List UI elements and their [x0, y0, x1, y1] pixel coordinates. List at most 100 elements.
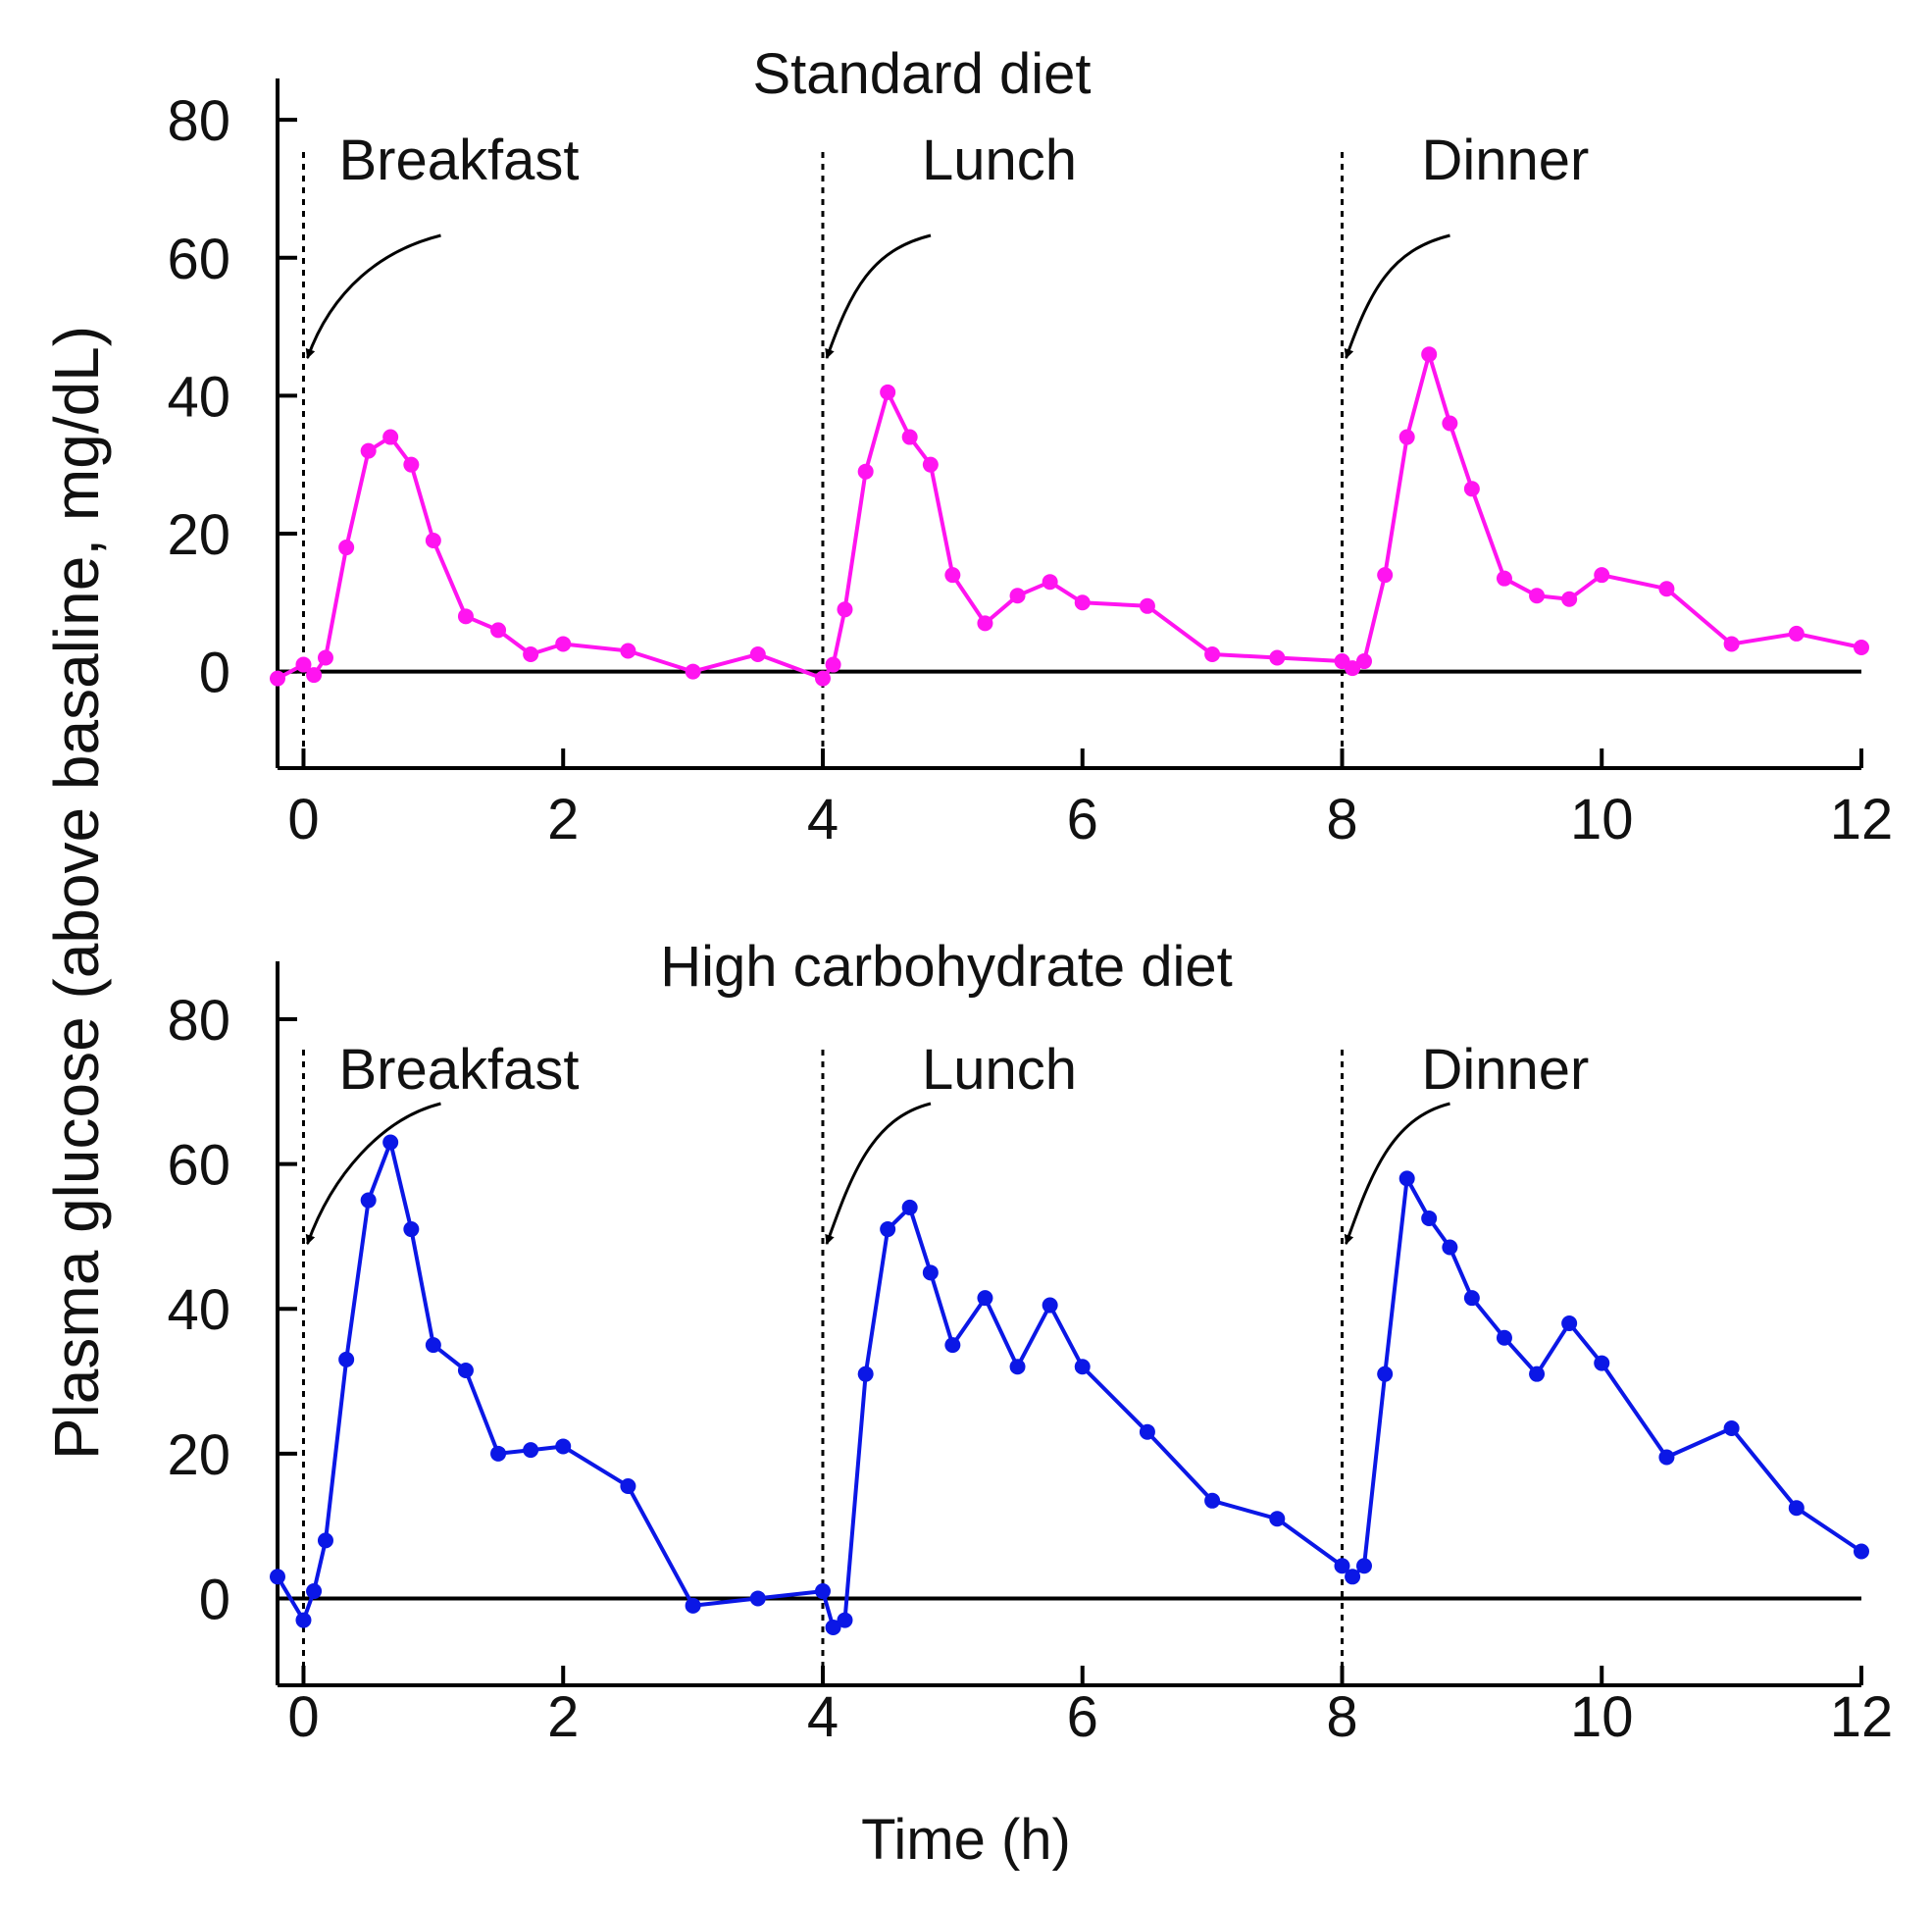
high-carb-diet-data-point: [295, 1612, 312, 1628]
high-carb-diet-data-point: [382, 1134, 399, 1151]
high-carb-diet-x-tick-label-2: 2: [547, 1685, 579, 1749]
standard-diet-title: Standard diet: [752, 42, 1091, 106]
y-axis-title: Plasma glucose (above basaline, mg/dL): [41, 326, 112, 1460]
high-carb-diet-y-tick-label-20: 20: [167, 1423, 230, 1487]
standard-diet-meal-markers: Breakfast Lunch Dinner: [301, 129, 1589, 768]
high-carb-diet-data-point: [457, 1362, 474, 1378]
high-carb-diet-data-point: [555, 1438, 572, 1455]
standard-diet-data-point: [360, 442, 377, 459]
standard-diet-data-point: [1269, 649, 1286, 666]
high-carb-diet-data-point: [1139, 1423, 1155, 1440]
standard-diet-x-tick-label-10: 10: [1570, 788, 1634, 851]
standard-diet-data-point: [1042, 574, 1058, 591]
standard-diet-x-tick-label-6: 6: [1067, 788, 1098, 851]
high-carb-diet-data-point: [403, 1221, 420, 1238]
high-carb-diet-data-point: [1854, 1543, 1869, 1560]
standard-diet-lunch-arrow: [825, 233, 932, 359]
standard-diet-y-axis-ticks: 0 20 40 60 80: [167, 89, 297, 705]
high-carb-diet-x-tick-label-12: 12: [1830, 1685, 1894, 1749]
high-carb-diet-series-line: [276, 1140, 1863, 1629]
standard-diet-points: [270, 346, 1869, 687]
high-carb-diet-data-point: [1723, 1420, 1740, 1437]
high-carb-diet-data-point: [1463, 1290, 1480, 1307]
high-carb-diet-data-point: [880, 1221, 896, 1238]
high-carb-diet-data-point: [1594, 1355, 1610, 1371]
high-carb-diet-data-point: [317, 1532, 333, 1549]
standard-diet-y-tick-label-20: 20: [167, 503, 230, 567]
standard-diet-y-tick-label-0: 0: [199, 642, 230, 705]
standard-diet-data-point: [1658, 581, 1675, 597]
standard-diet-data-point: [1074, 594, 1091, 611]
high-carb-diet-x-axis-ticks: 0 2 4 6 8 10 12: [287, 1666, 1893, 1749]
high-carb-diet-y-tick-label-40: 40: [167, 1278, 230, 1342]
high-carb-diet-data-point: [1204, 1492, 1221, 1509]
standard-diet-data-point: [857, 463, 874, 480]
standard-diet-data-point: [1529, 588, 1546, 604]
standard-diet-data-point: [1377, 567, 1394, 584]
high-carb-diet-y-axis-ticks: 0 20 40 60 80: [167, 989, 297, 1631]
high-carb-diet-data-point: [1658, 1449, 1675, 1466]
high-carb-diet-x-tick-label-6: 6: [1067, 1685, 1098, 1749]
standard-diet-data-point: [1854, 639, 1869, 655]
standard-diet-data-point: [457, 608, 474, 625]
high-carb-diet-data-point: [901, 1199, 918, 1215]
high-carb-diet-y-tick-label-80: 80: [167, 989, 230, 1053]
high-carb-diet-data-point: [977, 1290, 993, 1307]
high-carb-diet-data-point: [1269, 1511, 1286, 1527]
high-carb-diet-data-point: [1334, 1558, 1350, 1574]
standard-diet-data-point: [1442, 415, 1458, 432]
standard-diet-data-point: [620, 643, 636, 659]
standard-diet-x-tick-label-0: 0: [287, 788, 319, 851]
high-carb-diet-breakfast-arrow: [305, 1102, 441, 1245]
high-carb-diet-breakfast-label: Breakfast: [338, 1038, 579, 1102]
standard-diet-data-point: [1355, 653, 1372, 670]
high-carb-diet-data-point: [306, 1583, 323, 1600]
high-carb-diet-data-point: [1074, 1359, 1091, 1375]
standard-diet-data-point: [749, 646, 766, 663]
standard-diet-y-tick-label-60: 60: [167, 228, 230, 291]
standard-diet-data-point: [1009, 588, 1026, 604]
high-carb-diet-data-point: [825, 1619, 841, 1635]
high-carb-diet-data-point: [1377, 1366, 1394, 1382]
standard-diet-y-tick-label-80: 80: [167, 89, 230, 153]
high-carb-diet-data-point: [425, 1337, 441, 1354]
standard-diet-data-point: [317, 649, 333, 666]
standard-diet-data-point: [1496, 570, 1512, 587]
standard-diet-dinner-label: Dinner: [1421, 129, 1589, 192]
standard-diet-data-point: [1594, 567, 1610, 584]
high-carb-diet-lunch-label: Lunch: [922, 1038, 1077, 1102]
high-carb-diet-data-point: [1398, 1170, 1415, 1187]
x-axis-title: Time (h): [861, 1808, 1071, 1872]
standard-diet-x-tick-label-4: 4: [807, 788, 839, 851]
standard-diet-data-point: [1561, 591, 1578, 607]
high-carb-diet-x-tick-label-0: 0: [287, 1685, 319, 1749]
standard-diet-data-point: [922, 456, 939, 473]
standard-diet-data-point: [837, 601, 853, 618]
standard-diet-x-tick-label-8: 8: [1326, 788, 1357, 851]
high-carb-diet-title: High carbohydrate diet: [660, 935, 1233, 999]
standard-diet-data-point: [306, 667, 323, 684]
high-carb-diet-data-point: [857, 1366, 874, 1382]
standard-diet-data-point: [825, 656, 841, 673]
high-carb-diet-x-tick-label-4: 4: [807, 1685, 839, 1749]
standard-diet-lunch-label: Lunch: [922, 129, 1077, 192]
standard-diet-data-point: [382, 429, 399, 445]
high-carb-diet-lunch-arrow: [825, 1102, 932, 1245]
standard-diet-data-point: [295, 656, 312, 673]
high-carb-diet-y-tick-label-60: 60: [167, 1134, 230, 1198]
standard-diet-breakfast-arrow: [305, 233, 441, 359]
high-carb-diet-dinner-label: Dinner: [1421, 1038, 1589, 1102]
high-carb-diet-data-point: [1345, 1569, 1361, 1585]
high-carb-diet-data-point: [1788, 1500, 1805, 1517]
high-carb-diet-x-tick-label-10: 10: [1570, 1685, 1634, 1749]
standard-diet-x-tick-label-12: 12: [1830, 788, 1894, 851]
standard-diet-data-point: [555, 636, 572, 652]
high-carb-diet-data-point: [1009, 1359, 1026, 1375]
high-carb-diet-data-point: [1496, 1329, 1512, 1346]
standard-diet-data-point: [425, 533, 441, 549]
standard-diet-data-point: [490, 622, 507, 639]
high-carb-diet-data-point: [749, 1590, 766, 1607]
standard-diet-data-point: [270, 670, 285, 687]
standard-diet-data-point: [1345, 660, 1361, 677]
